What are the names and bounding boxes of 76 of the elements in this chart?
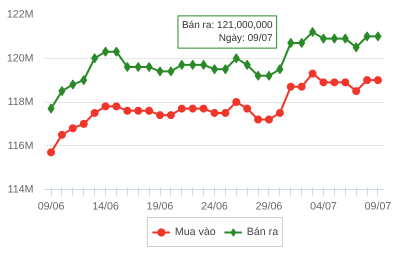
point <box>342 34 349 44</box>
point <box>102 46 110 57</box>
y-tick-label: 118M <box>8 96 34 108</box>
point <box>146 62 153 72</box>
point <box>232 53 240 64</box>
point <box>189 60 196 70</box>
point <box>244 60 251 70</box>
point <box>112 102 120 110</box>
point <box>352 42 360 52</box>
point <box>68 124 77 132</box>
y-tick-label: 116M <box>8 140 34 152</box>
x-tick-label: 09/07 <box>364 200 392 212</box>
point <box>178 60 186 70</box>
point <box>298 82 306 91</box>
x-tick-label: 14/06 <box>92 200 119 212</box>
point <box>330 34 338 44</box>
point <box>221 108 230 117</box>
x-tick-label: 19/06 <box>146 200 174 212</box>
point <box>80 75 88 86</box>
point <box>254 116 262 124</box>
point <box>166 111 175 120</box>
point <box>58 86 66 96</box>
annotation: Bán ra: 121,000,000 Ngày: 09/07 <box>182 20 274 44</box>
point <box>287 38 294 48</box>
x-tick-label: 24/06 <box>201 200 228 212</box>
point <box>330 78 338 86</box>
point <box>320 34 327 44</box>
point <box>298 38 306 48</box>
point <box>374 31 382 42</box>
point <box>276 108 284 117</box>
point <box>178 104 186 113</box>
point <box>47 148 56 156</box>
point <box>364 31 371 42</box>
point <box>124 62 131 72</box>
point <box>286 82 295 91</box>
legend-label: Bán ra <box>246 226 278 238</box>
x-tick-label: 29/06 <box>256 200 282 212</box>
point <box>363 76 372 84</box>
y-tick-label: 122M <box>6 8 34 20</box>
point <box>58 130 66 139</box>
point <box>123 106 132 115</box>
point <box>309 27 316 37</box>
x-tick-label: 09/06 <box>38 200 64 212</box>
point <box>232 98 240 106</box>
point <box>69 80 76 90</box>
point <box>134 106 142 115</box>
point <box>91 53 98 64</box>
point <box>167 66 174 76</box>
point <box>254 70 262 81</box>
point <box>156 66 164 76</box>
point <box>374 76 382 84</box>
point <box>276 64 284 74</box>
point <box>265 70 272 81</box>
point <box>200 60 208 70</box>
point <box>90 108 99 117</box>
point <box>319 78 328 86</box>
point <box>134 62 142 72</box>
legend-label: Mua vào <box>174 226 216 238</box>
point <box>308 70 317 78</box>
y-tick-label: 120M <box>6 52 34 64</box>
point <box>112 46 120 57</box>
x-tick-label: 04/07 <box>310 200 337 212</box>
y-tick-label: 114M <box>8 184 34 196</box>
point <box>352 87 360 96</box>
point <box>102 102 110 110</box>
point <box>264 116 273 124</box>
point <box>156 111 164 120</box>
point <box>188 104 197 113</box>
point <box>145 106 154 115</box>
point <box>200 104 208 113</box>
point <box>48 104 55 114</box>
point <box>243 104 252 113</box>
point <box>210 108 218 117</box>
point <box>341 78 350 86</box>
point <box>222 64 229 74</box>
point <box>80 120 88 128</box>
